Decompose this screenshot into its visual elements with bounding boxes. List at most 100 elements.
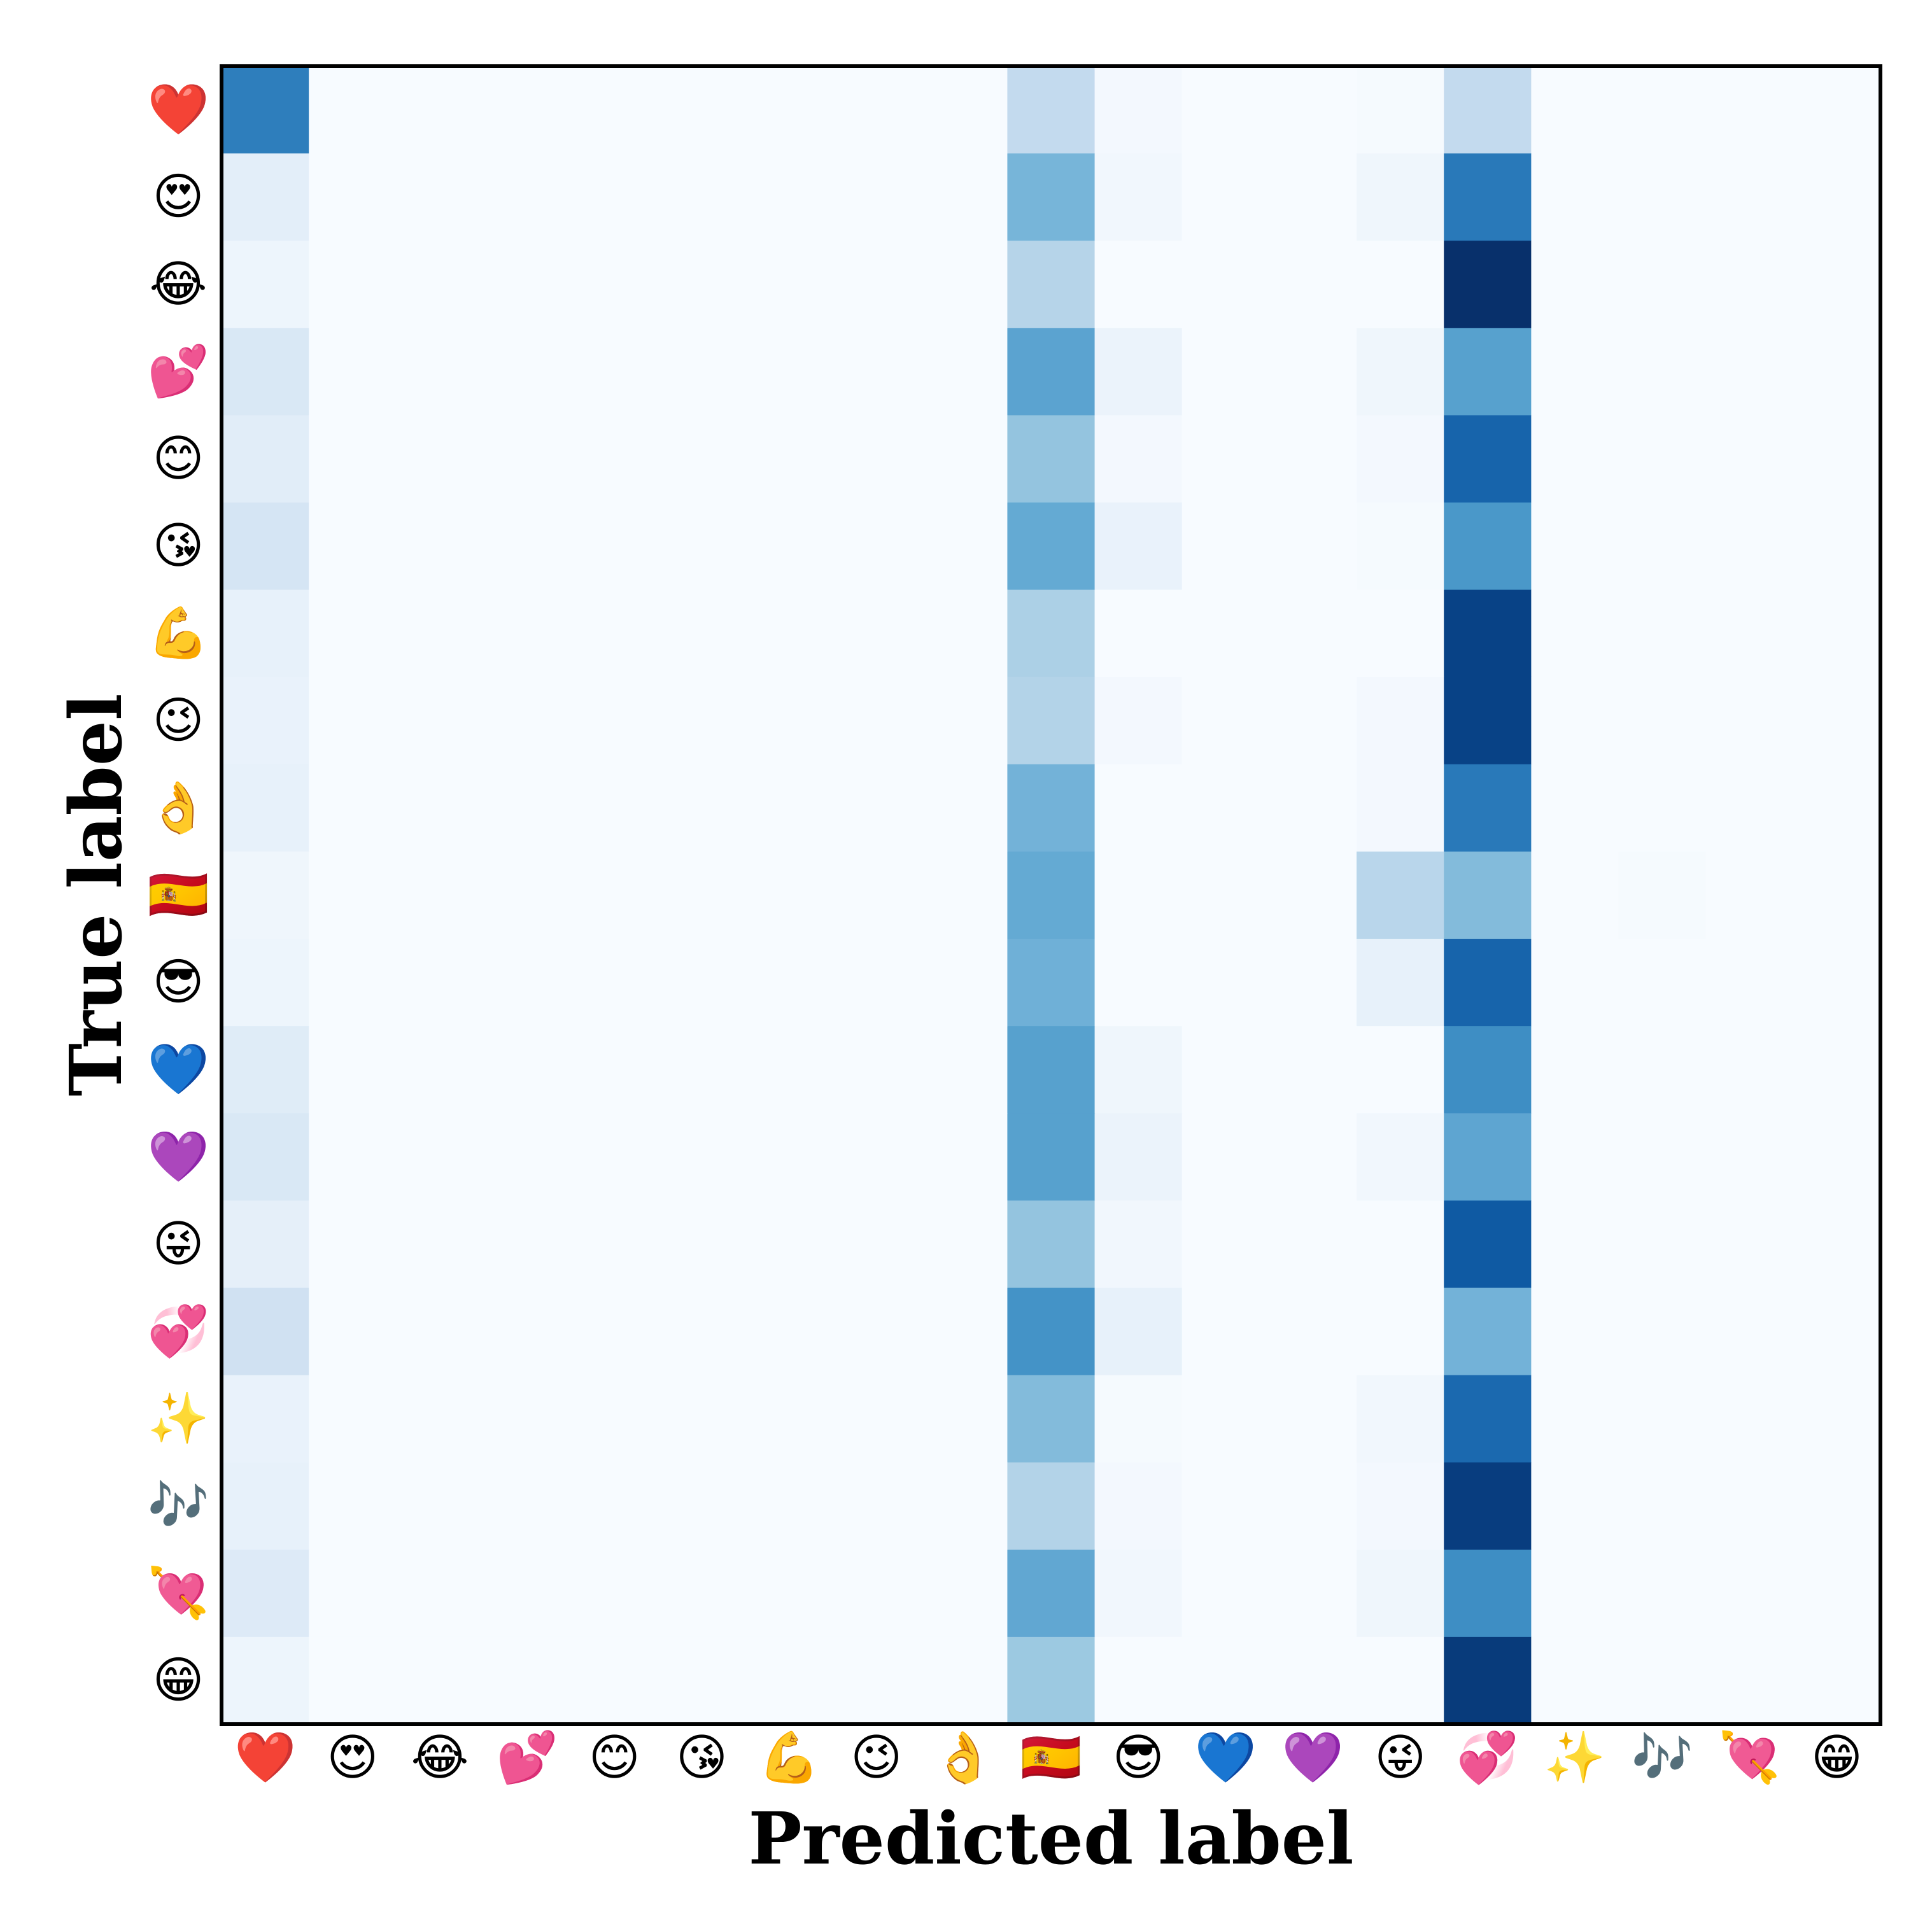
heatmap-cell (570, 153, 659, 241)
heatmap-cell (1793, 1375, 1881, 1463)
heatmap-cell (745, 1549, 833, 1638)
heatmap-cell (222, 153, 309, 241)
heatmap-cell (1444, 677, 1532, 765)
heatmap-cell (833, 502, 920, 591)
heatmap-cell (1269, 153, 1357, 241)
heatmap-cell (1444, 1462, 1532, 1550)
heatmap-cell (1357, 1026, 1444, 1114)
heatmap-cell (658, 764, 746, 852)
heatmap-cell (833, 153, 920, 241)
heatmap-cell (1181, 1113, 1270, 1201)
heatmap-cell (1444, 328, 1532, 416)
heatmap-cell (1531, 677, 1619, 765)
heatmap-cell (1618, 1200, 1707, 1289)
heatmap-cell (1705, 1288, 1794, 1376)
heatmap-cell (309, 1026, 397, 1114)
heatmap-cell (570, 241, 659, 328)
heatmap-cell (570, 589, 659, 678)
heatmap-cell (745, 764, 833, 852)
heatmap-cell (570, 1636, 659, 1725)
heatmap-cell (1007, 589, 1096, 678)
heatmap-cell (1094, 66, 1183, 154)
heatmap-cell (1357, 1375, 1444, 1463)
heatmap-cell (1618, 1462, 1707, 1550)
x-tick-label: 👌 (933, 1729, 994, 1787)
y-tick-label: 💘 (147, 1564, 209, 1622)
heatmap-cell (658, 1200, 746, 1289)
y-tick-label: ✨ (147, 1390, 209, 1447)
y-tick-label: 💙 (147, 1041, 209, 1099)
heatmap-cell (1094, 851, 1183, 939)
heatmap-cell (1269, 66, 1357, 154)
heatmap-cell (1007, 1288, 1096, 1376)
heatmap-cell (309, 851, 397, 939)
heatmap-cell (1793, 851, 1881, 939)
x-tick-label: 🇪🇸 (1020, 1729, 1082, 1787)
heatmap-cell (833, 1200, 920, 1289)
y-tick-label: 😜 (152, 1216, 204, 1273)
heatmap-cell (658, 1026, 746, 1114)
heatmap-cell (1357, 153, 1444, 241)
y-tick-label: 🇪🇸 (147, 867, 209, 924)
heatmap-cell (396, 1200, 484, 1289)
heatmap-cell (1793, 764, 1881, 852)
heatmap-cell (1793, 1549, 1881, 1638)
heatmap-cell (1618, 415, 1707, 503)
heatmap-cell (1618, 328, 1707, 416)
heatmap-cell (1531, 1288, 1619, 1376)
heatmap-cell (396, 939, 484, 1027)
heatmap-cell (1007, 939, 1096, 1027)
x-tick-label: ❤️ (234, 1729, 297, 1787)
heatmap-cell (1181, 241, 1270, 328)
heatmap-cell (658, 589, 746, 678)
heatmap-cell (1705, 66, 1794, 154)
heatmap-cell (1357, 1113, 1444, 1201)
heatmap-cell (920, 153, 1008, 241)
heatmap-cell (396, 589, 484, 678)
heatmap-cell (396, 1375, 484, 1463)
heatmap-cell (1793, 1636, 1881, 1725)
heatmap-cell (1269, 939, 1357, 1027)
heatmap-cell (920, 939, 1008, 1027)
heatmap-cell (745, 153, 833, 241)
x-tick-label: 💜 (1282, 1729, 1344, 1787)
heatmap-cell (1531, 415, 1619, 503)
heatmap-cell (222, 66, 309, 154)
heatmap-cell (1793, 502, 1881, 591)
heatmap-cell (1531, 241, 1619, 328)
heatmap-cell (1357, 851, 1444, 939)
heatmap-cell (1618, 851, 1707, 939)
heatmap-cell (658, 1462, 746, 1550)
heatmap-cell (309, 939, 397, 1027)
heatmap-cell (1705, 1549, 1794, 1638)
heatmap-cell (309, 1462, 397, 1550)
x-tick-label: 💪 (758, 1729, 820, 1787)
heatmap-cell (483, 1636, 572, 1725)
heatmap-cell (222, 1636, 309, 1725)
heatmap-cell (1269, 415, 1357, 503)
heatmap-cell (1357, 1636, 1444, 1725)
heatmap-cell (1357, 415, 1444, 503)
heatmap-cell (833, 66, 920, 154)
heatmap-cell (1007, 415, 1096, 503)
heatmap-cell (1269, 764, 1357, 852)
heatmap-cell (483, 1200, 572, 1289)
heatmap-cell (222, 1026, 309, 1114)
heatmap-cell (1444, 589, 1532, 678)
heatmap-cell (1444, 66, 1532, 154)
heatmap-cell (833, 328, 920, 416)
heatmap-cell (396, 415, 484, 503)
heatmap-cell (1357, 1288, 1444, 1376)
heatmap-cell (1269, 677, 1357, 765)
heatmap-cell (1094, 1375, 1183, 1463)
heatmap-cell (745, 1462, 833, 1550)
heatmap-cell (658, 1113, 746, 1201)
heatmap-cell (483, 1026, 572, 1114)
heatmap-cell (483, 328, 572, 416)
heatmap-cell (1793, 939, 1881, 1027)
heatmap-cell (1094, 241, 1183, 328)
heatmap-cell (833, 1288, 920, 1376)
heatmap-cell (1793, 1026, 1881, 1114)
heatmap-cell (1357, 764, 1444, 852)
heatmap-cell (745, 241, 833, 328)
